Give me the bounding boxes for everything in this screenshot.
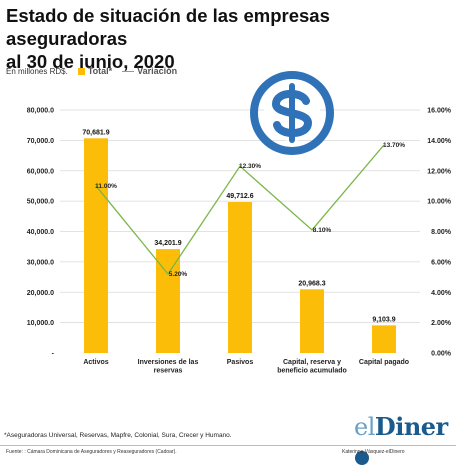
category-label: Pasivos (227, 359, 254, 366)
bar-value-label: 9,103.9 (372, 316, 395, 323)
line-data-labels: 11.00% 5.20% 12.30% 8.10% 13.70% (95, 142, 405, 278)
y2-tick-label: 14.00% (427, 138, 452, 145)
bar (300, 289, 324, 353)
source-bar: Fuente: : Cámara Dominicana de Asegurado… (0, 445, 456, 457)
bar (156, 249, 180, 353)
y-tick-label: - (52, 351, 55, 358)
y-tick-label: 30,000.0 (27, 259, 54, 266)
y2-tick-label: 16.00% (427, 108, 452, 115)
line-value-label: 8.10% (313, 227, 332, 234)
legend-label-total: Total* (87, 66, 113, 76)
bar-data-labels: 70,681.9 34,201.9 49,712.6 20,968.3 9,103.9 (82, 129, 395, 323)
bar-value-label: 34,201.9 (154, 240, 181, 247)
title-line-2: al 30 de junio, 2020 (6, 51, 175, 72)
legend-bar-swatch (77, 67, 85, 75)
legend-label-variacion: Variación (137, 66, 178, 76)
y-tick-label: 70,000.0 (27, 138, 54, 145)
y-tick-label: 10,000.0 (27, 320, 54, 327)
y2-tick-label: 4.00% (431, 290, 452, 297)
y2-tick-label: 10.00% (427, 199, 452, 206)
y-tick-label: 50,000.0 (27, 199, 54, 206)
line-series (95, 144, 385, 276)
left-axis-ticks: - 10,000.0 20,000.0 30,000.0 40,000.0 50,000.… (27, 108, 55, 358)
category-label: Capital, reserva y (283, 359, 341, 366)
legend-row: En millones RD$. Total* Variación (6, 66, 177, 76)
line-value-label: 5.20% (169, 271, 188, 278)
bar-value-label: 49,712.6 (226, 193, 253, 200)
author-text: Katerinne Vásquez-elDinero (342, 449, 405, 455)
legend-item-variacion: Variación (122, 66, 177, 76)
y-tick-label: 40,000.0 (27, 229, 54, 236)
y-tick-label: 80,000.0 (27, 108, 54, 115)
icon-ring (250, 71, 334, 155)
brand-main: Diner (374, 412, 448, 441)
chart-title: Estado de situación de las empresas aseg… (6, 4, 446, 73)
y2-tick-label: 12.00% (427, 168, 452, 175)
y2-tick-label: 6.00% (431, 259, 452, 266)
units-note: En millones RD$. (6, 66, 68, 76)
y-tick-label: 20,000.0 (27, 290, 54, 297)
title-line-1: Estado de situación de las empresas aseg… (6, 5, 330, 49)
y2-tick-label: 0.00% (431, 351, 452, 358)
icon-dollar-sign (271, 89, 313, 137)
line-value-label: 12.30% (239, 163, 261, 170)
bar-value-label: 20,968.3 (298, 280, 325, 287)
y2-tick-label: 2.00% (431, 320, 452, 327)
line-value-label: 11.00% (95, 183, 117, 190)
category-label: Activos (83, 359, 108, 366)
variacion-line (95, 144, 385, 276)
right-axis-ticks: 0.00% 2.00% 4.00% 6.00% 8.00% 10.00% 12.00% 14.… (427, 108, 452, 358)
bar-value-label: 70,681.9 (82, 129, 109, 136)
legend-item-total: Total* (77, 66, 113, 76)
category-labels: Activos Inversiones de las reservas Pasivos… (83, 359, 409, 375)
bar (84, 138, 108, 353)
chart-canvas: - 10,000.0 20,000.0 30,000.0 40,000.0 50,000.… (27, 71, 452, 375)
bar (228, 201, 252, 353)
category-label: Inversiones de las (138, 359, 199, 366)
bar (372, 325, 396, 353)
footnote: *Aseguradoras Universal, Reservas, Mapfr… (4, 432, 232, 439)
legend-line-swatch (122, 70, 135, 72)
category-label: beneficio acumulado (277, 368, 347, 375)
category-label: Capital pagado (359, 359, 409, 366)
bar-series (84, 138, 396, 353)
y2-tick-label: 8.00% (431, 229, 452, 236)
dollar-coin-icon (250, 71, 334, 155)
brand-prefix: el (354, 413, 375, 441)
category-label: reservas (154, 368, 183, 375)
source-text: Fuente: : Cámara Dominicana de Asegurado… (6, 449, 177, 455)
line-value-label: 13.70% (383, 142, 405, 149)
y-tick-label: 60,000.0 (27, 168, 54, 175)
brand-logo: elDiner (354, 412, 456, 470)
